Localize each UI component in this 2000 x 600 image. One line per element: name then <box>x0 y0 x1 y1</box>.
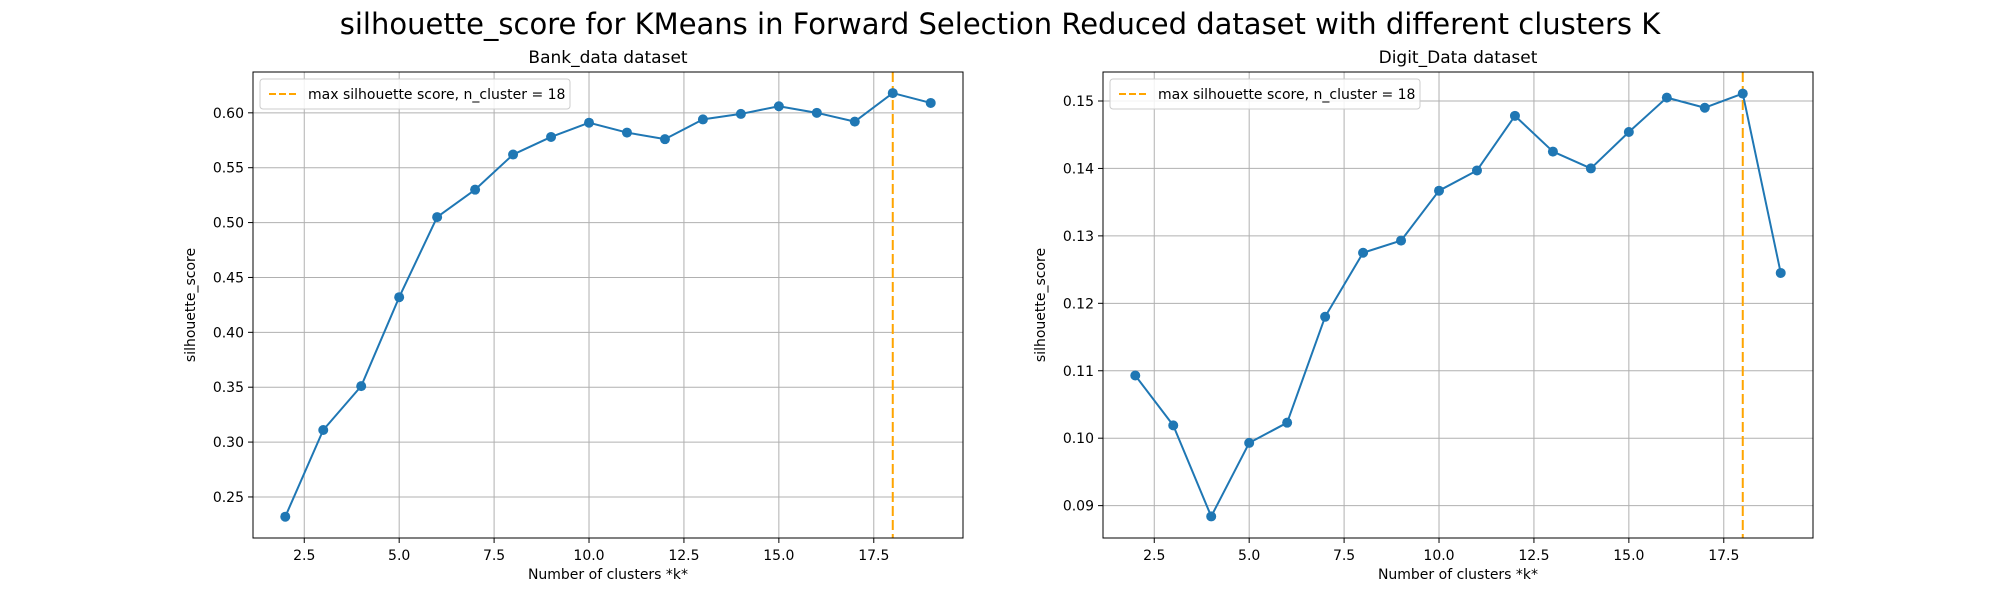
data-point <box>1509 110 1520 121</box>
legend: max silhouette score, n_cluster = 18 <box>259 78 571 110</box>
data-point <box>697 114 708 125</box>
data-point <box>1623 127 1634 138</box>
figure-suptitle: silhouette_score for KMeans in Forward S… <box>340 7 1661 41</box>
x-tick-label: 7.5 <box>1333 548 1355 564</box>
data-point <box>356 381 367 392</box>
legend-box <box>1109 78 1421 110</box>
plot-frame <box>252 71 964 539</box>
data-point <box>811 107 822 118</box>
data-point <box>1585 163 1596 174</box>
data-point <box>1471 165 1482 176</box>
x-axis-label: Number of clusters *k* <box>1378 567 1538 583</box>
y-tick-label: 0.60 <box>213 106 244 122</box>
data-point <box>1320 311 1331 322</box>
data-point <box>280 511 291 522</box>
data-point <box>1244 437 1255 448</box>
legend-label: max silhouette score, n_cluster = 18 <box>1158 87 1415 103</box>
data-point <box>1434 185 1445 196</box>
y-tick-label: 0.45 <box>213 270 244 286</box>
data-point <box>735 108 746 119</box>
data-point <box>849 116 860 127</box>
x-tick-label: 17.5 <box>858 548 889 564</box>
series-line <box>284 92 931 518</box>
y-tick-label: 0.11 <box>1063 364 1094 380</box>
legend: max silhouette score, n_cluster = 18 <box>1109 78 1421 110</box>
y-tick-label: 0.30 <box>213 435 244 451</box>
y-tick-label: 0.10 <box>1063 431 1094 447</box>
legend-box <box>259 78 571 110</box>
data-point <box>1168 420 1179 431</box>
data-point <box>546 131 557 142</box>
data-point <box>1130 370 1141 381</box>
x-tick-label: 10.0 <box>1423 548 1454 564</box>
x-tick-label: 12.5 <box>1518 548 1549 564</box>
y-tick-label: 0.55 <box>213 161 244 177</box>
x-tick-label: 5.0 <box>1238 548 1260 564</box>
data-point <box>1206 511 1217 522</box>
data-point <box>1358 247 1369 258</box>
data-point <box>1547 146 1558 157</box>
y-tick-label: 0.25 <box>213 490 244 506</box>
y-tick-label: 0.35 <box>213 380 244 396</box>
y-tick-label: 0.50 <box>213 216 244 232</box>
x-tick-label: 5.0 <box>388 548 410 564</box>
y-tick-label: 0.14 <box>1063 161 1094 177</box>
x-axis-label: Number of clusters *k* <box>528 567 688 583</box>
data-point <box>925 97 936 108</box>
x-tick-label: 15.0 <box>763 548 794 564</box>
x-tick-label: 17.5 <box>1708 548 1739 564</box>
data-point <box>1699 102 1710 113</box>
data-point <box>318 425 329 436</box>
data-point <box>773 101 784 112</box>
y-tick-label: 0.09 <box>1063 499 1094 515</box>
y-tick-label: 0.40 <box>213 325 244 341</box>
data-point <box>621 127 632 138</box>
chart-panel-2: 2.5 5.0 7.5 10.0 12.5 15.0 17.5 0.09 0.10 0.11 0.1… <box>1033 48 1814 583</box>
data-point <box>394 292 405 303</box>
x-tick-label: 2.5 <box>293 548 315 564</box>
data-point <box>659 134 670 145</box>
plot-frame <box>1102 71 1814 539</box>
x-tick-label: 2.5 <box>1143 548 1165 564</box>
data-point <box>1737 88 1748 99</box>
data-point <box>1775 267 1786 278</box>
y-tick-label: 0.15 <box>1063 94 1094 110</box>
panels: 2.5 5.0 7.5 10.0 12.5 15.0 17.5 0.25 0.30 0.35 0.4… <box>183 48 1814 583</box>
data-point <box>887 88 898 99</box>
panel-title: Bank_data dataset <box>528 48 688 68</box>
series-line <box>1134 92 1782 518</box>
legend-label: max silhouette score, n_cluster = 18 <box>308 87 565 103</box>
panel-title: Digit_Data dataset <box>1379 48 1538 68</box>
y-tick-label: 0.13 <box>1063 229 1094 245</box>
x-tick-label: 7.5 <box>483 548 505 564</box>
data-point <box>508 149 519 160</box>
data-point <box>1396 235 1407 246</box>
chart-panel-1: 2.5 5.0 7.5 10.0 12.5 15.0 17.5 0.25 0.30 0.35 0.4… <box>183 48 964 583</box>
y-tick-label: 0.12 <box>1063 296 1094 312</box>
data-point <box>1282 417 1293 428</box>
data-point <box>470 184 481 195</box>
x-tick-label: 12.5 <box>668 548 699 564</box>
data-point <box>1661 92 1672 103</box>
data-point <box>584 117 595 128</box>
y-axis-label: silhouette_score <box>183 248 199 362</box>
y-axis-label: silhouette_score <box>1033 248 1049 362</box>
data-point <box>432 212 443 223</box>
x-tick-label: 10.0 <box>573 548 604 564</box>
x-tick-label: 15.0 <box>1613 548 1644 564</box>
